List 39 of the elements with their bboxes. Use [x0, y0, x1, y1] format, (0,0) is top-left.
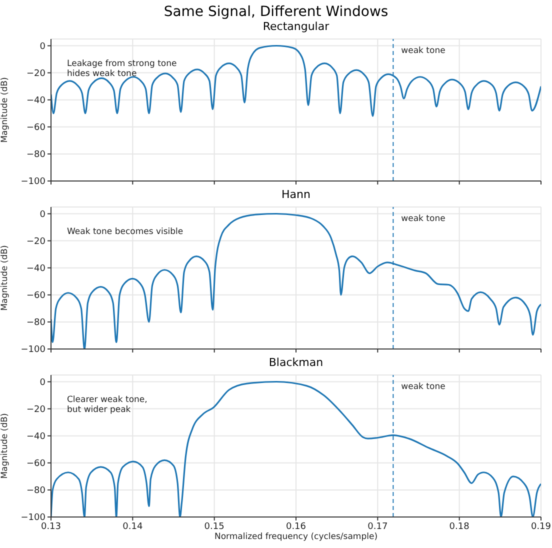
- x-tick-label: 0.19: [530, 522, 552, 532]
- chart-title: Same Signal, Different Windows: [162, 3, 390, 20]
- annotation: Weak tone becomes visible: [67, 227, 184, 237]
- annotation: Clearer weak tone, but wider peak: [67, 395, 148, 415]
- y-tick-label: −60: [26, 291, 46, 302]
- x-tick-label: 0.17: [368, 522, 388, 532]
- y-tick-label: −60: [26, 459, 46, 470]
- y-tick-label: −60: [26, 123, 46, 134]
- y-tick-label: −100: [20, 177, 46, 188]
- annotation: Leakage from strong tone hides weak tone: [67, 59, 177, 79]
- y-axis-title: Magnitude (dB): [0, 77, 10, 143]
- chart-title: Blackman: [268, 356, 324, 370]
- y-tick-label: −100: [20, 345, 46, 356]
- x-tick-label: 0.15: [204, 522, 224, 532]
- y-tick-label: −40: [26, 264, 46, 274]
- x-tick-label: 0.13: [40, 522, 62, 532]
- y-tick-label: −100: [20, 513, 46, 524]
- ref-line-label: weak tone: [401, 382, 446, 392]
- x-axis-title: Normalized frequency (cycles/sample): [214, 532, 378, 542]
- x-tick-label: 0.14: [122, 522, 143, 532]
- chart-subtitle: Rectangular: [262, 20, 330, 34]
- y-tick-label: −80: [26, 318, 46, 328]
- y-tick-label: −80: [26, 150, 46, 160]
- y-tick-label: −40: [26, 96, 46, 106]
- chart-title: Hann: [280, 188, 312, 202]
- ref-line-label: weak tone: [401, 46, 446, 56]
- y-axis-title: Magnitude (dB): [0, 413, 10, 479]
- y-tick-label: −20: [26, 69, 46, 80]
- x-tick-label: 0.16: [286, 522, 306, 532]
- ref-line-label: weak tone: [401, 214, 446, 224]
- y-tick-label: 0: [40, 42, 46, 52]
- y-tick-label: −40: [26, 432, 46, 442]
- y-tick-label: 0: [40, 378, 46, 388]
- y-axis-title: Magnitude (dB): [0, 245, 10, 311]
- y-tick-label: 0: [40, 210, 46, 220]
- x-tick-label: 0.18: [449, 522, 470, 532]
- y-tick-label: −20: [26, 405, 46, 416]
- y-tick-label: −20: [26, 237, 46, 248]
- y-tick-label: −80: [26, 486, 46, 496]
